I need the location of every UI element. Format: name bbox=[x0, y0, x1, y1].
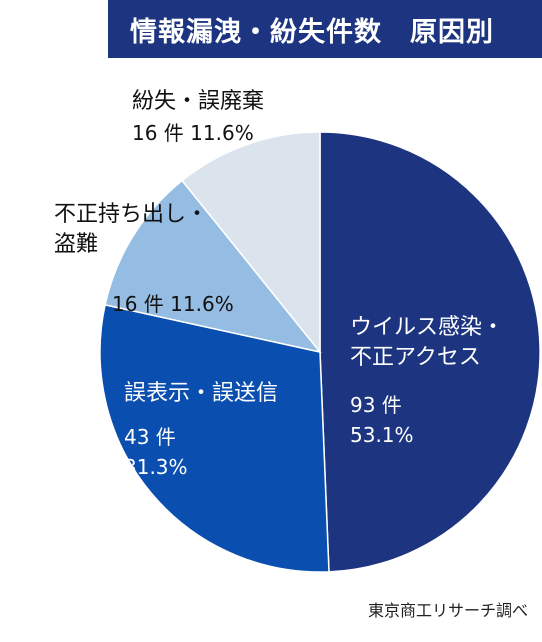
pie-slice-0 bbox=[319, 131, 541, 573]
slice-percent-0: 53.1% bbox=[350, 423, 414, 447]
slice-count-percent-3: 16 件 11.6% bbox=[132, 121, 254, 145]
pie-slice-2 bbox=[104, 179, 322, 354]
pie-slice-3 bbox=[181, 131, 321, 355]
slice-label-2-line-1: 盗難 bbox=[54, 232, 98, 257]
slice-count-1: 43 件 bbox=[124, 425, 176, 449]
slice-label-0-line-1: 不正アクセス bbox=[350, 345, 481, 370]
chart-title: 情報漏洩・紛失件数 原因別 bbox=[108, 0, 542, 58]
slice-count-percent-2: 16 件 11.6% bbox=[112, 292, 234, 316]
slice-label-2-line-0: 不正持ち出し・ bbox=[54, 202, 208, 227]
slice-label-1-line-0: 誤表示・誤送信 bbox=[124, 381, 278, 406]
slice-label-0-line-0: ウイルス感染・ bbox=[350, 315, 504, 340]
pie-slice-1 bbox=[99, 303, 330, 573]
source-note: 東京商工リサーチ調べ bbox=[367, 601, 528, 620]
slice-count-0: 93 件 bbox=[350, 393, 402, 417]
slice-percent-1: 31.3% bbox=[124, 455, 188, 479]
slice-label-3-line-0: 紛失・誤廃棄 bbox=[132, 89, 264, 114]
